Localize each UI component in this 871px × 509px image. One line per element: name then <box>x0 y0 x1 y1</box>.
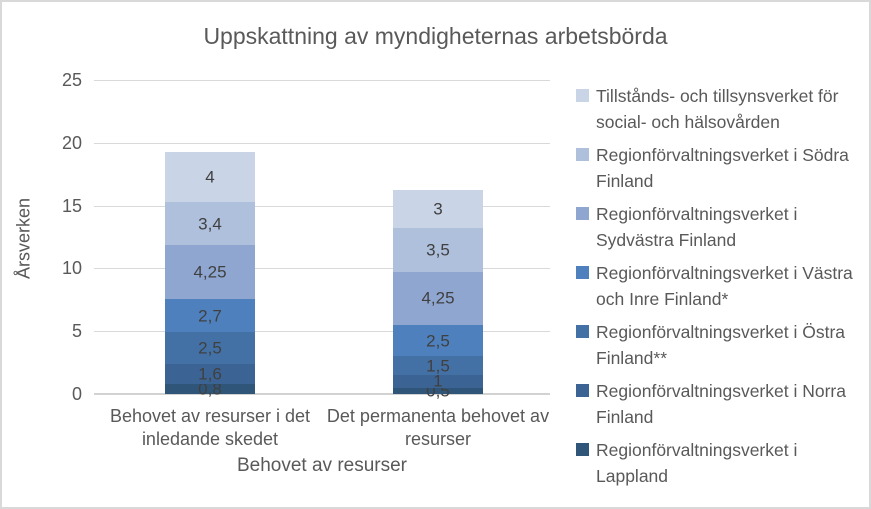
data-label: 4 <box>205 167 215 187</box>
bar-segment: 4,25 <box>165 245 255 299</box>
bar-segment: 2,5 <box>393 324 483 357</box>
legend-swatch <box>576 207 589 220</box>
y-tick-label: 0 <box>71 384 82 404</box>
bar-segment: 3 <box>393 189 483 228</box>
gridline <box>94 80 550 81</box>
data-label: 0,8 <box>198 379 222 399</box>
data-label: 3,5 <box>426 240 450 260</box>
gridline <box>94 268 550 270</box>
y-tick-label: 25 <box>61 70 82 90</box>
gridline <box>94 142 550 144</box>
y-tick-label: 15 <box>61 195 82 216</box>
legend-item: Regionförvaltningsverket i Östra Finland… <box>576 319 868 371</box>
chart-title: Uppskattning av myndigheternas arbetsbör… <box>203 23 668 49</box>
y-tick-label: 10 <box>61 258 82 279</box>
legend-swatch <box>576 148 589 161</box>
legend-label: Regionförvaltningsverket i Sydvästra Fin… <box>596 204 798 250</box>
bar-segment: 2,7 <box>165 298 255 333</box>
legend-item: Regionförvaltningsverket i Lappland <box>576 437 868 489</box>
legend-swatch <box>576 266 589 279</box>
legend-label: Regionförvaltningsverket i Lappland <box>596 440 798 486</box>
x-category-label: Behovet av resurser i det inledande sked… <box>109 406 311 449</box>
data-label: 2,5 <box>426 331 450 351</box>
bar-segment: 4 <box>165 152 255 203</box>
legend: Tillstånds- och tillsynsverket för socia… <box>576 83 868 489</box>
legend-swatch <box>576 325 589 338</box>
y-tick-label: 5 <box>71 321 82 342</box>
data-label: 3,4 <box>198 214 222 234</box>
legend-item: Regionförvaltningsverket i Södra Finland <box>576 142 868 194</box>
data-label: 2,5 <box>198 338 222 358</box>
bar-segment: 1 <box>393 371 483 391</box>
legend-item: Regionförvaltningsverket i Norra Finland <box>576 378 868 430</box>
data-label: 4,25 <box>193 262 227 282</box>
x-axis-line <box>94 393 550 395</box>
bar-segment: 3,4 <box>165 202 255 246</box>
bar-segment: 4,25 <box>393 271 483 325</box>
legend-item: Tillstånds- och tillsynsverket för socia… <box>576 83 868 135</box>
stacked-bar: 0,5 1 1,5 2,5 4,25 3,5 3 <box>393 189 483 399</box>
data-label: 1,5 <box>426 356 450 376</box>
gridline <box>94 331 550 333</box>
y-axis-title: Årsverken <box>13 197 34 280</box>
data-label: 2,7 <box>198 306 222 325</box>
legend-label: Regionförvaltningsverket i Södra Finland <box>596 145 849 191</box>
bar-segment: 0,8 <box>165 380 255 397</box>
legend-label: Regionförvaltningsverket i Västra och In… <box>596 263 853 309</box>
y-tick-label: 20 <box>61 132 82 153</box>
bar-segment: 2,5 <box>165 332 255 364</box>
legend-label: Regionförvaltningsverket i Östra Finland… <box>596 322 845 368</box>
data-label: 1 <box>433 371 443 391</box>
data-label: 4,25 <box>421 288 455 308</box>
legend-label: Tillstånds- och tillsynsverket för socia… <box>596 86 839 132</box>
bar-segment: 1,5 <box>393 356 483 376</box>
gridline <box>94 205 550 207</box>
legend-swatch <box>576 384 589 397</box>
legend-item: Regionförvaltningsverket i Sydvästra Fin… <box>576 201 868 253</box>
legend-swatch <box>576 89 589 102</box>
data-label: 3 <box>433 199 443 219</box>
stacked-bar: 0,8 1,6 2,5 2,7 4,25 3,4 4 <box>165 152 255 397</box>
legend-label: Regionförvaltningsverket i Norra Finland <box>596 381 846 427</box>
x-category-label: Det permanenta behovet av resurser <box>326 406 550 449</box>
bar-segment: 3,5 <box>393 227 483 272</box>
data-label: 1,6 <box>198 364 222 384</box>
legend-item: Regionförvaltningsverket i Västra och In… <box>576 260 868 312</box>
x-axis-title: Behovet av resurser <box>236 455 408 476</box>
bar-segment: 1,6 <box>165 363 255 384</box>
legend-swatch <box>576 443 589 456</box>
